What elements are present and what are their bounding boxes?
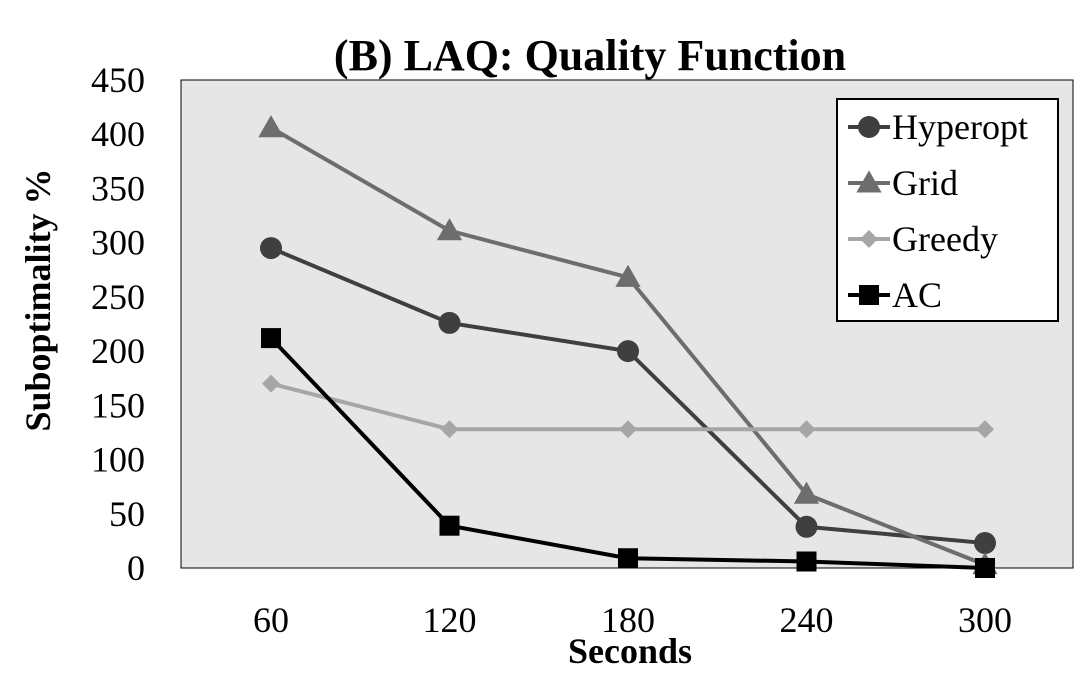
legend-label: AC — [892, 275, 942, 315]
x-axis-ticks: 60 120 180 240 300 — [253, 600, 1012, 640]
data-point — [619, 420, 637, 439]
data-point — [795, 515, 818, 538]
data-point — [439, 515, 460, 536]
x-axis-title: Seconds — [568, 631, 692, 671]
series-layer — [258, 115, 998, 578]
legend-marker — [859, 285, 879, 305]
legend-marker — [860, 230, 878, 248]
series-grid — [258, 115, 998, 575]
data-point — [974, 532, 996, 555]
data-point — [262, 374, 280, 393]
y-tick-label: 400 — [91, 114, 145, 154]
series-ac — [261, 328, 995, 578]
data-point — [438, 311, 461, 334]
series-hyperopt — [260, 237, 996, 555]
data-point — [440, 420, 459, 439]
data-point — [797, 420, 816, 439]
legend-marker — [858, 116, 880, 138]
series-greedy — [262, 374, 994, 439]
legend: Hyperopt Grid Greedy AC — [836, 98, 1059, 322]
x-tick-label: 180 — [601, 600, 655, 640]
legend-label: Grid — [892, 163, 958, 203]
y-tick-label: 250 — [91, 277, 145, 317]
y-tick-label: 100 — [91, 440, 145, 480]
y-tick-label: 150 — [91, 385, 145, 425]
data-point — [793, 481, 820, 504]
y-tick-label: 0 — [127, 548, 145, 588]
data-point — [258, 115, 284, 138]
data-point — [260, 237, 282, 260]
legend-item: AC — [848, 275, 942, 315]
x-tick-label: 60 — [253, 600, 289, 640]
data-point — [436, 218, 463, 241]
y-tick-label: 200 — [91, 331, 145, 371]
y-tick-label: 50 — [109, 494, 145, 534]
y-axis-title: Suboptimality % — [18, 168, 58, 431]
y-tick-label: 350 — [91, 168, 145, 208]
x-tick-label: 300 — [958, 600, 1012, 640]
data-point — [615, 264, 641, 287]
legend-item: Hyperopt — [848, 107, 1028, 147]
legend-item: Greedy — [848, 219, 998, 259]
legend-item: Grid — [848, 163, 958, 203]
data-point — [976, 420, 994, 439]
legend-label: Greedy — [892, 219, 998, 259]
y-tick-label: 300 — [91, 223, 145, 263]
data-point — [796, 551, 817, 572]
data-point — [975, 558, 995, 578]
y-tick-label: 450 — [91, 60, 145, 100]
data-point — [618, 548, 638, 569]
y-axis-ticks: 0 50 100 150 200 250 300 350 400 450 — [91, 60, 145, 588]
legend-label: Hyperopt — [892, 107, 1028, 147]
data-point — [261, 328, 281, 349]
data-point — [617, 340, 639, 363]
x-tick-label: 120 — [423, 600, 477, 640]
chart-title: (B) LAQ: Quality Function — [334, 31, 846, 80]
legend-marker — [856, 170, 882, 193]
x-tick-label: 240 — [780, 600, 834, 640]
